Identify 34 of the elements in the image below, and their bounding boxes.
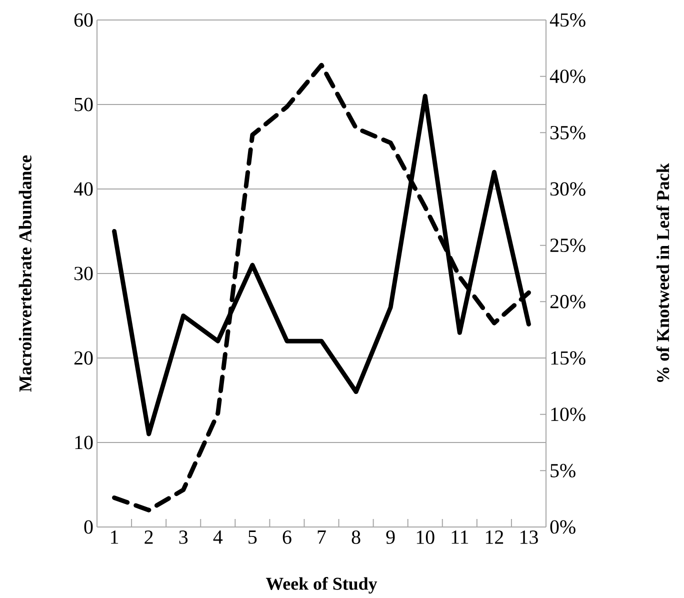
y2-tick-label: 25% [550, 238, 586, 252]
x-tick-label: 1 [111, 530, 118, 544]
y-tick-label: 0 [84, 520, 93, 534]
x-tick-label: 10 [416, 530, 434, 544]
x-tick-label: 7 [318, 530, 326, 544]
y2-axis-title: % of Knotweed in Leaf Pack [656, 163, 670, 382]
x-tick-label: 5 [248, 530, 257, 544]
y-tick-label: 20 [74, 351, 93, 365]
y2-tick-label: 10% [551, 408, 586, 422]
y2-tick-label: 30% [550, 182, 586, 196]
y2-tick-label: 0% [550, 520, 576, 534]
x-tick-label: 9 [386, 530, 395, 544]
x-tick-label: 6 [282, 530, 292, 544]
y2-tick-label: 40% [550, 70, 586, 84]
x-tick-label: 2 [144, 530, 153, 544]
y2-tick-label: 35% [550, 126, 586, 140]
y2-tick-label: 20% [550, 294, 586, 308]
x-tick-label: 8 [352, 530, 360, 544]
y2-tick-label: 15% [551, 351, 586, 365]
y-tick-label: 40 [74, 182, 93, 196]
line-series [112, 62, 531, 512]
y-axis-title: Macroinvertebrate Abundance [18, 155, 32, 392]
x-axis-title: Week of Study [266, 577, 378, 594]
x-tick-label: 13 [520, 530, 538, 544]
y-tick-label: 30 [74, 266, 93, 280]
x-tick-label: 12 [486, 530, 504, 544]
y2-tick-label: 45% [550, 13, 586, 27]
y2-tick-label: 5% [550, 464, 576, 478]
x-tick-label: 11 [452, 530, 468, 544]
y-tick-label: 50 [74, 98, 93, 112]
y-tick-label: 60 [74, 13, 93, 27]
y-tick-label: 10 [75, 436, 93, 450]
x-tick-label: 3 [179, 530, 188, 544]
x-tick-label: 4 [213, 530, 223, 544]
